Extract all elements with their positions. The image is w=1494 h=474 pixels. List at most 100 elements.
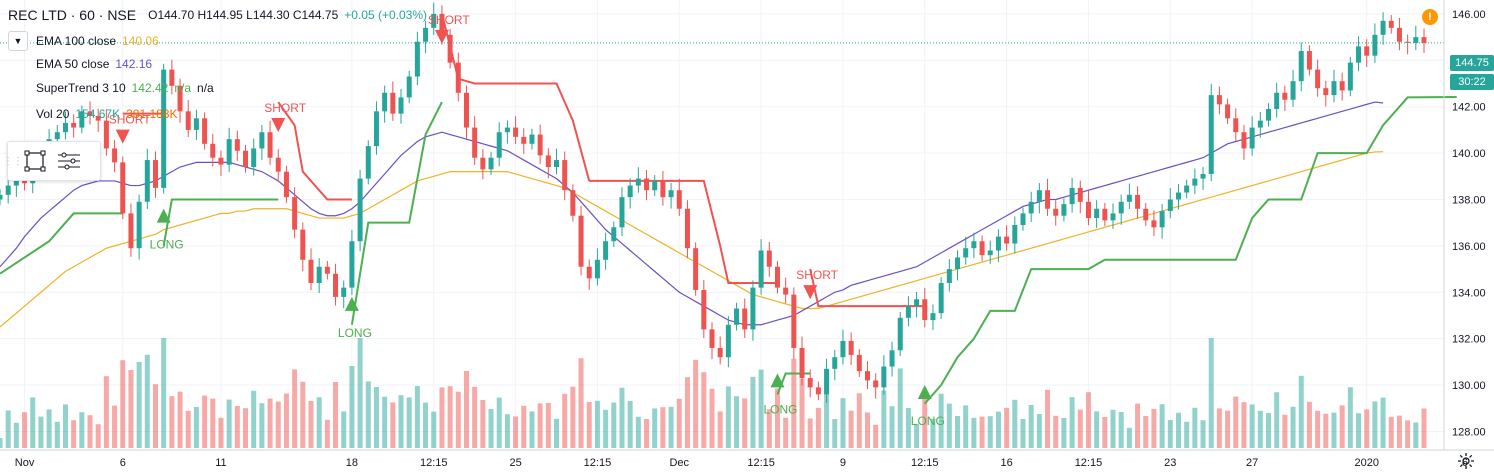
volume-bar (152, 384, 158, 448)
price-tick-label: 136.00 (1452, 241, 1486, 253)
indicator-volume[interactable]: Vol 20 154.67K 381.188K (36, 107, 177, 121)
long-signal-arrow (344, 296, 359, 311)
volume-bar (1413, 422, 1419, 448)
collapse-legend-button[interactable]: ▼ (8, 31, 28, 51)
volume-bar (1372, 401, 1378, 448)
time-tick-label: Dec (669, 457, 689, 469)
drag-handle-icon[interactable]: ⋮⋮ (3, 155, 23, 167)
time-tick-label: 12:15 (747, 457, 775, 469)
long-signal-arrow (156, 208, 171, 223)
volume-bar (611, 402, 617, 448)
candle (562, 160, 568, 191)
candle (619, 197, 625, 228)
candle (1274, 92, 1280, 110)
warning-icon[interactable]: ! (1422, 9, 1438, 25)
candle (1110, 213, 1116, 221)
long-signal-label: LONG (763, 402, 797, 416)
candle (1421, 37, 1427, 43)
candle (275, 157, 281, 172)
candle (1315, 69, 1321, 89)
candle (5, 185, 11, 195)
candle (406, 76, 412, 98)
indicator-value: 142.42 (131, 81, 169, 95)
gear-icon[interactable] (1457, 452, 1475, 470)
candle (873, 380, 879, 388)
candle (1372, 34, 1378, 56)
volume-bar (1274, 392, 1280, 448)
indicator-supertrend[interactable]: SuperTrend 3 10 142.42 n/a n/a (36, 81, 214, 95)
volume-bar (1266, 413, 1272, 448)
candle (120, 162, 126, 214)
short-signal-label: SHORT (264, 101, 306, 115)
time-tick-label: 23 (1164, 457, 1176, 469)
candle (1257, 120, 1263, 128)
candle (1356, 46, 1362, 63)
long-signal-label: LONG (150, 238, 184, 252)
volume-bar (693, 359, 699, 448)
volume-bar (0, 438, 3, 448)
volume-bar (406, 397, 412, 448)
indicator-label: EMA 100 close (36, 34, 117, 48)
candle (897, 317, 903, 351)
time-tick-label: 12:15 (911, 457, 939, 469)
volume-bar (1045, 389, 1051, 448)
time-tick-label: Nov (15, 457, 35, 469)
candle (881, 366, 887, 388)
volume-bar (1315, 410, 1321, 448)
volume-bar (709, 388, 715, 448)
symbol-title[interactable]: REC LTD · 60 · NSE (8, 7, 137, 23)
price-tick-label: 130.00 (1452, 380, 1486, 392)
candle (292, 197, 298, 230)
price-change: +0.05 (+0.03%) (344, 8, 427, 22)
volume-bar (251, 390, 257, 448)
volume-bar (1020, 419, 1026, 448)
volume-bar (537, 403, 543, 448)
candle (455, 62, 461, 93)
settings-lines-icon[interactable] (52, 144, 86, 178)
volume-bar (840, 398, 846, 448)
candle (1396, 27, 1402, 42)
volume-bar (292, 369, 298, 448)
volume-bar (955, 416, 961, 448)
volume-bar (1159, 404, 1165, 448)
legend: REC LTD · 60 · NSE O144.70 H144.95 L144.… (8, 7, 427, 23)
candle (193, 118, 199, 130)
volume-bar (864, 412, 870, 448)
candle (856, 354, 862, 372)
candle (864, 371, 870, 381)
candle (995, 236, 1001, 251)
candle (1061, 204, 1067, 216)
volume-bar (1061, 418, 1067, 448)
indicator-ema100[interactable]: EMA 100 close 140.06 (36, 34, 159, 48)
volume-bar (463, 371, 469, 448)
volume-bar (922, 389, 928, 448)
candle (914, 299, 920, 307)
volume-bar (1405, 420, 1411, 448)
volume-bar (946, 403, 952, 448)
volume-bar (545, 403, 551, 448)
volume-bar (1151, 408, 1157, 448)
volume-bar (979, 416, 985, 448)
rectangle-tool-icon[interactable] (18, 144, 52, 178)
indicator-ema50[interactable]: EMA 50 close 142.16 (36, 57, 152, 71)
indicator-value: 154.67K (75, 107, 121, 121)
volume-bar (848, 410, 854, 448)
volume-bar (684, 377, 690, 448)
candle (1167, 199, 1173, 212)
short-signal-arrow (803, 285, 818, 300)
candle (946, 269, 952, 283)
short-signal-arrow (434, 29, 449, 44)
volume-bar (791, 358, 797, 448)
indicator-label: SuperTrend 3 10 (36, 81, 126, 95)
candle (1045, 190, 1051, 209)
candle (144, 160, 150, 202)
candle (210, 143, 216, 158)
supertrend-line (277, 101, 352, 201)
candle (62, 122, 68, 133)
candle (611, 227, 617, 242)
candle (128, 213, 134, 249)
volume-bar (1388, 416, 1394, 448)
time-tick-label: 2020 (1354, 457, 1378, 469)
volume-bar (725, 386, 731, 448)
